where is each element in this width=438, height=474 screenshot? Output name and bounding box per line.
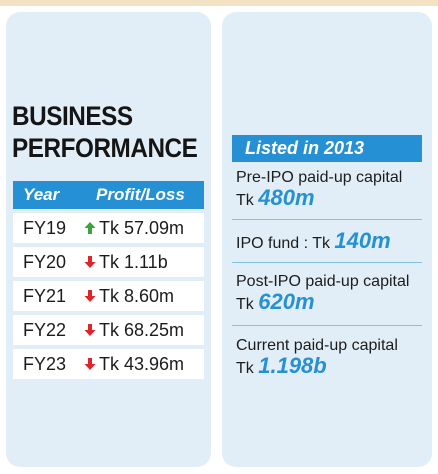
post-ipo-capital: Post-IPO paid-up capital Tk 620m xyxy=(236,272,422,316)
table-row: FY22 Tk 68.25m xyxy=(13,315,204,345)
top-accent-strip xyxy=(0,0,438,6)
ipo-fund-label: IPO fund : Tk xyxy=(236,235,330,252)
row-year: FY20 xyxy=(23,251,67,272)
row-profit-loss: Tk 1.11b xyxy=(76,252,204,273)
pre-ipo-value: 480m xyxy=(258,185,315,210)
post-ipo-value: 620m xyxy=(258,289,315,314)
listed-year-badge: Listed in 2013 xyxy=(232,135,422,162)
pre-ipo-prefix: Tk xyxy=(236,192,254,209)
pre-ipo-value-line: Tk 480m xyxy=(236,187,422,212)
red-down-arrow-icon xyxy=(84,290,96,302)
pre-ipo-capital: Pre-IPO paid-up capital Tk 480m xyxy=(236,168,422,212)
capital-info-card xyxy=(222,12,432,467)
title-line-1: BUSINESS xyxy=(12,101,133,131)
current-capital-value: 1.198b xyxy=(258,353,327,378)
table-row: FY21 Tk 8.60m xyxy=(13,281,204,311)
divider xyxy=(232,262,422,263)
row-profit-loss: Tk 43.96m xyxy=(76,354,204,375)
table-row: FY23 Tk 43.96m xyxy=(13,349,204,379)
post-ipo-value-line: Tk 620m xyxy=(236,291,422,316)
current-capital-prefix: Tk xyxy=(236,360,254,377)
pre-ipo-label: Pre-IPO paid-up capital xyxy=(236,169,403,186)
year-column-header: Year xyxy=(23,185,60,204)
table-row: FY19 Tk 57.09m xyxy=(13,213,204,243)
red-down-arrow-icon xyxy=(84,256,96,268)
row-value: Tk 43.96m xyxy=(99,353,185,374)
row-profit-loss: Tk 8.60m xyxy=(76,286,204,307)
row-profit-loss: Tk 57.09m xyxy=(76,218,204,239)
divider xyxy=(232,219,422,220)
row-value: Tk 1.11b xyxy=(99,251,168,272)
table-row: FY20 Tk 1.11b xyxy=(13,247,204,277)
red-down-arrow-icon xyxy=(84,324,96,336)
business-performance-title: BUSINESS PERFORMANCE xyxy=(12,100,198,164)
table-body: FY19 Tk 57.09m FY20 Tk 1.11b FY21 Tk 8.60m FY2… xyxy=(13,213,204,379)
row-year: FY19 xyxy=(23,217,67,238)
divider xyxy=(232,325,422,326)
green-up-arrow-icon xyxy=(84,222,96,234)
row-year: FY21 xyxy=(23,285,67,306)
ipo-fund-value: 140m xyxy=(334,228,391,253)
row-year: FY22 xyxy=(23,319,67,340)
row-year: FY23 xyxy=(23,353,67,374)
ipo-fund: IPO fund : Tk 140m xyxy=(236,230,422,255)
current-capital: Current paid-up capital Tk 1.198b xyxy=(236,336,422,380)
current-capital-value-line: Tk 1.198b xyxy=(236,355,422,380)
row-value: Tk 57.09m xyxy=(99,217,185,238)
title-line-2: PERFORMANCE xyxy=(12,133,198,163)
current-capital-label: Current paid-up capital xyxy=(236,337,398,354)
row-value: Tk 8.60m xyxy=(99,285,175,306)
profit-column-header: Profit/Loss xyxy=(96,185,185,204)
row-value: Tk 68.25m xyxy=(99,319,185,340)
profit-loss-table: Year Profit/Loss FY19 Tk 57.09m FY20 Tk 1.1… xyxy=(13,181,204,379)
ipo-fund-line: IPO fund : Tk 140m xyxy=(236,230,422,255)
row-profit-loss: Tk 68.25m xyxy=(76,320,204,341)
post-ipo-prefix: Tk xyxy=(236,296,254,313)
post-ipo-label: Post-IPO paid-up capital xyxy=(236,273,410,290)
table-header: Year Profit/Loss xyxy=(13,181,204,209)
red-down-arrow-icon xyxy=(84,358,96,370)
